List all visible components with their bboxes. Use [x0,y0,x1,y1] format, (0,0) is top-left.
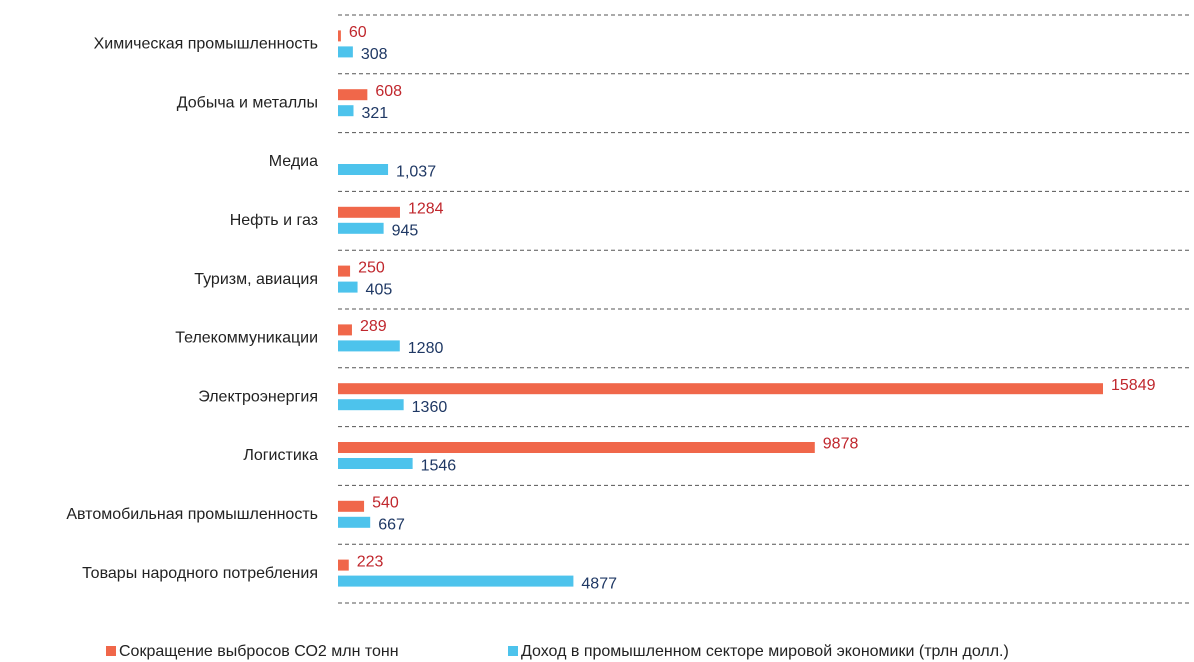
bar [338,30,341,42]
value-label: 9878 [823,436,859,453]
category-label: Добыча и металлы [177,94,318,111]
bar [338,206,400,218]
bar [338,442,815,453]
category-label: Медиа [269,153,318,170]
bar [338,89,368,101]
category-label: Электроэнергия [198,388,318,405]
value-label: 4877 [581,575,617,592]
bar [338,340,400,352]
bar [338,265,351,277]
legend-label: Доход в промышленном секторе мировой эко… [521,643,1009,660]
bar [338,500,365,512]
legend-swatch [508,646,518,656]
category-label: Логистика [243,447,318,464]
category-label: Товары народного потребления [82,565,318,582]
value-label: 223 [357,553,384,570]
bar [338,383,1103,395]
category-label: Автомобильная промышленность [66,506,318,523]
bar [338,164,389,175]
category-label: Химическая промышленность [94,36,318,53]
value-label: 321 [361,105,388,122]
bar [338,324,352,336]
category-label: Нефть и газ [230,212,318,229]
value-label: 945 [392,223,419,240]
value-label: 289 [360,318,387,335]
bar [338,281,358,293]
bar [338,222,384,234]
bar [338,516,371,528]
category-label: Туризм, авиация [194,271,318,288]
value-label: 1546 [421,458,457,475]
value-label: 250 [358,259,385,276]
category-label: Телекоммуникации [175,330,318,347]
value-label: 15849 [1111,377,1156,394]
bar [338,399,404,411]
value-label: 60 [349,24,367,41]
value-label: 1360 [412,399,448,416]
value-label: 405 [366,281,393,298]
bar [338,458,413,469]
legend-label: Сокращение выбросов СО2 млн тонн [119,643,399,660]
value-label: 667 [378,517,405,534]
value-label: 1,037 [396,164,436,181]
value-label: 540 [372,495,399,512]
bar [338,575,574,587]
bar [338,46,353,58]
bar [338,559,349,571]
value-label: 608 [375,83,402,100]
value-label: 1280 [408,340,444,357]
value-label: 1284 [408,201,444,218]
bar [338,105,354,117]
value-label: 308 [361,46,388,63]
legend-swatch [106,646,116,656]
